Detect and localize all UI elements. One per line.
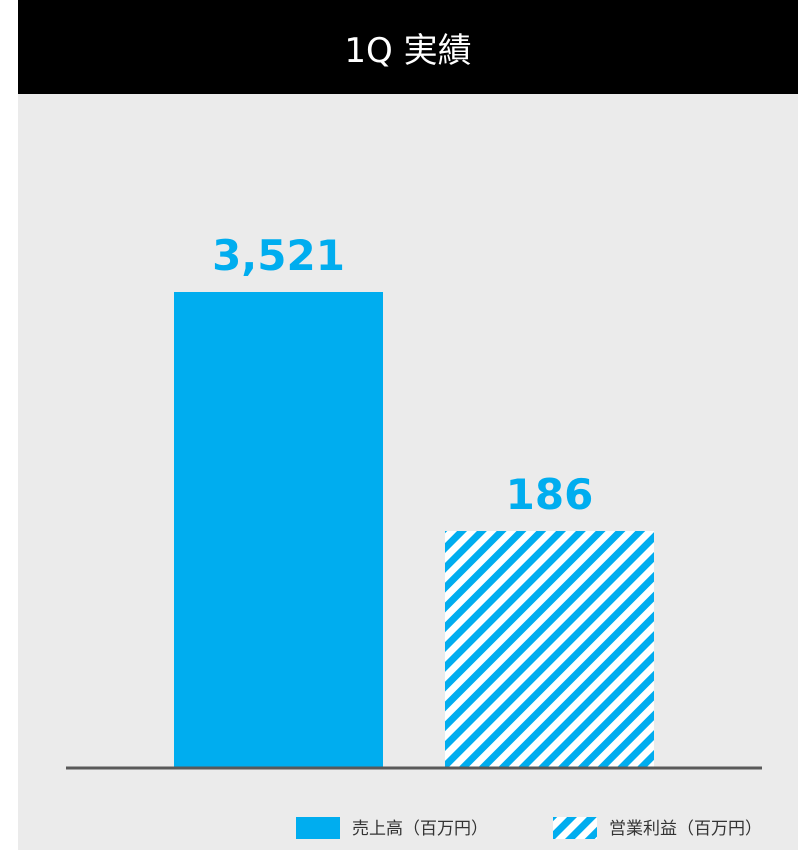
chart-title: 1Q 実績 [344,30,472,71]
chart-panel: 1Q 実績 3,521 186 売上高（百万円） 営業利益（百万円） [18,0,798,850]
value-label-operating-profit: 186 [506,470,594,519]
chart-header: 1Q 実績 [18,0,798,94]
legend: 売上高（百万円） 営業利益（百万円） [296,817,762,839]
legend-label-revenue: 売上高（百万円） [352,819,488,839]
bar-revenue [174,292,383,768]
legend-label-operating-profit: 営業利益（百万円） [609,819,762,839]
legend-swatch-operating-profit [553,817,597,839]
legend-swatch-revenue [296,817,340,839]
bar-chart: 3,521 186 売上高（百万円） 営業利益（百万円） [66,231,762,839]
bar-operating-profit [445,531,654,768]
value-label-revenue: 3,521 [212,231,345,280]
